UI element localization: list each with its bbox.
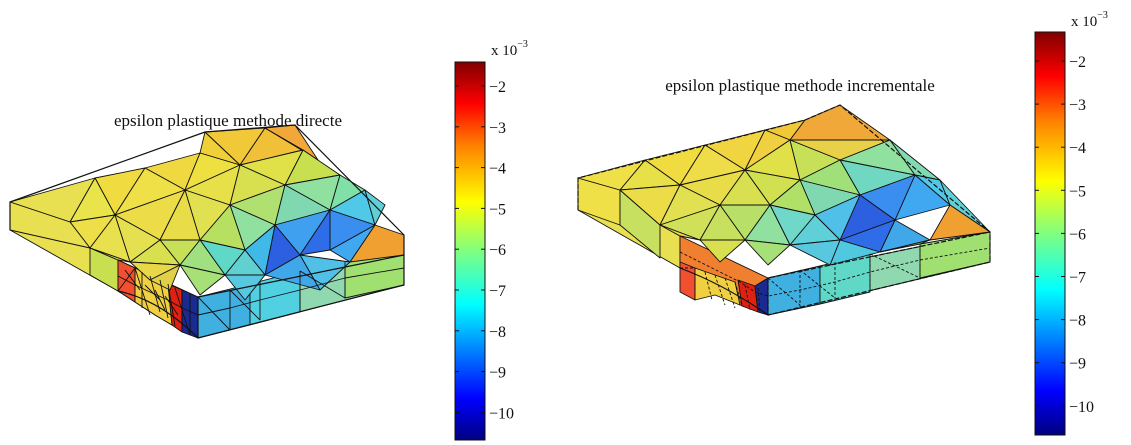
- right-colorbar-ticks: −2 −3 −4 −5 −6 −7 −8 −9 −10: [1035, 54, 1094, 416]
- right-outline: [577, 104, 991, 316]
- left-mesh: [9, 124, 405, 339]
- right-colorbar: x 10−3 −2 −3 −4 −5 −6 −7 −8 −9 −10: [1034, 10, 1108, 436]
- right-top-tri: [879, 239, 931, 253]
- colorbar-tick-label: −7: [489, 283, 506, 300]
- right-mesh-lines: [679, 244, 991, 313]
- right-mesh: [577, 104, 991, 316]
- right-top-tri: [659, 224, 701, 241]
- right-top-tri: [929, 204, 991, 241]
- colorbar-tick-label: −8: [1069, 313, 1086, 330]
- colorbar-tick-label: −2: [1069, 54, 1086, 71]
- colorbar-tick-label: −3: [489, 120, 506, 137]
- colorbar-tick-label: −6: [489, 242, 506, 259]
- colorbar-tick-label: −2: [489, 79, 506, 96]
- left-top-tri: [299, 209, 331, 256]
- colorbar-tick-label: −4: [489, 161, 506, 178]
- left-outline: [9, 124, 405, 339]
- left-plot: epsilon plastique methode directe: [9, 39, 528, 441]
- right-top-tri: [744, 239, 791, 266]
- left-top-tri: [179, 264, 226, 296]
- left-top-tri: [264, 254, 321, 291]
- colorbar-tick-label: −9: [1069, 356, 1086, 373]
- colorbar-tick-label: −3: [1069, 97, 1086, 114]
- colorbar-tick-label: −9: [489, 365, 506, 382]
- colorbar-tick-label: −5: [1069, 183, 1086, 200]
- right-plot-title: epsilon plastique methode incrementale: [665, 76, 935, 95]
- left-notch-arc: [117, 290, 199, 339]
- left-colorbar: x 10−3 −2 −3 −4 −5 −6 −7 −8 −9 −10: [454, 39, 528, 441]
- left-top-tri: [89, 247, 131, 263]
- colorbar-tick-label: −10: [489, 405, 514, 422]
- colorbar-tick-label: −7: [1069, 270, 1086, 287]
- right-colorbar-multiplier: x 10−3: [1071, 10, 1108, 30]
- left-colorbar-multiplier: x 10−3: [491, 39, 528, 59]
- right-front-patch: [767, 265, 821, 316]
- colorbar-tick-label: −6: [1069, 226, 1086, 243]
- colorbar-tick-label: −4: [1069, 140, 1086, 157]
- left-colorbar-ticks: −2 −3 −4 −5 −6 −7 −8 −9 −10: [455, 79, 514, 422]
- colorbar-tick-label: −8: [489, 324, 506, 341]
- right-colorbar-gradient: [1034, 31, 1066, 436]
- right-notch-arc: [679, 267, 769, 316]
- left-plot-title: epsilon plastique methode directe: [114, 111, 342, 130]
- left-top-tri: [364, 189, 386, 226]
- colorbar-tick-label: −5: [489, 201, 506, 218]
- right-plot: epsilon plastique methode incrementale: [577, 10, 1108, 436]
- left-colorbar-gradient: [454, 61, 486, 441]
- colorbar-tick-label: −10: [1069, 399, 1094, 416]
- right-top-tri: [789, 239, 841, 266]
- right-top-tri: [699, 239, 746, 263]
- left-top-tri: [149, 264, 181, 291]
